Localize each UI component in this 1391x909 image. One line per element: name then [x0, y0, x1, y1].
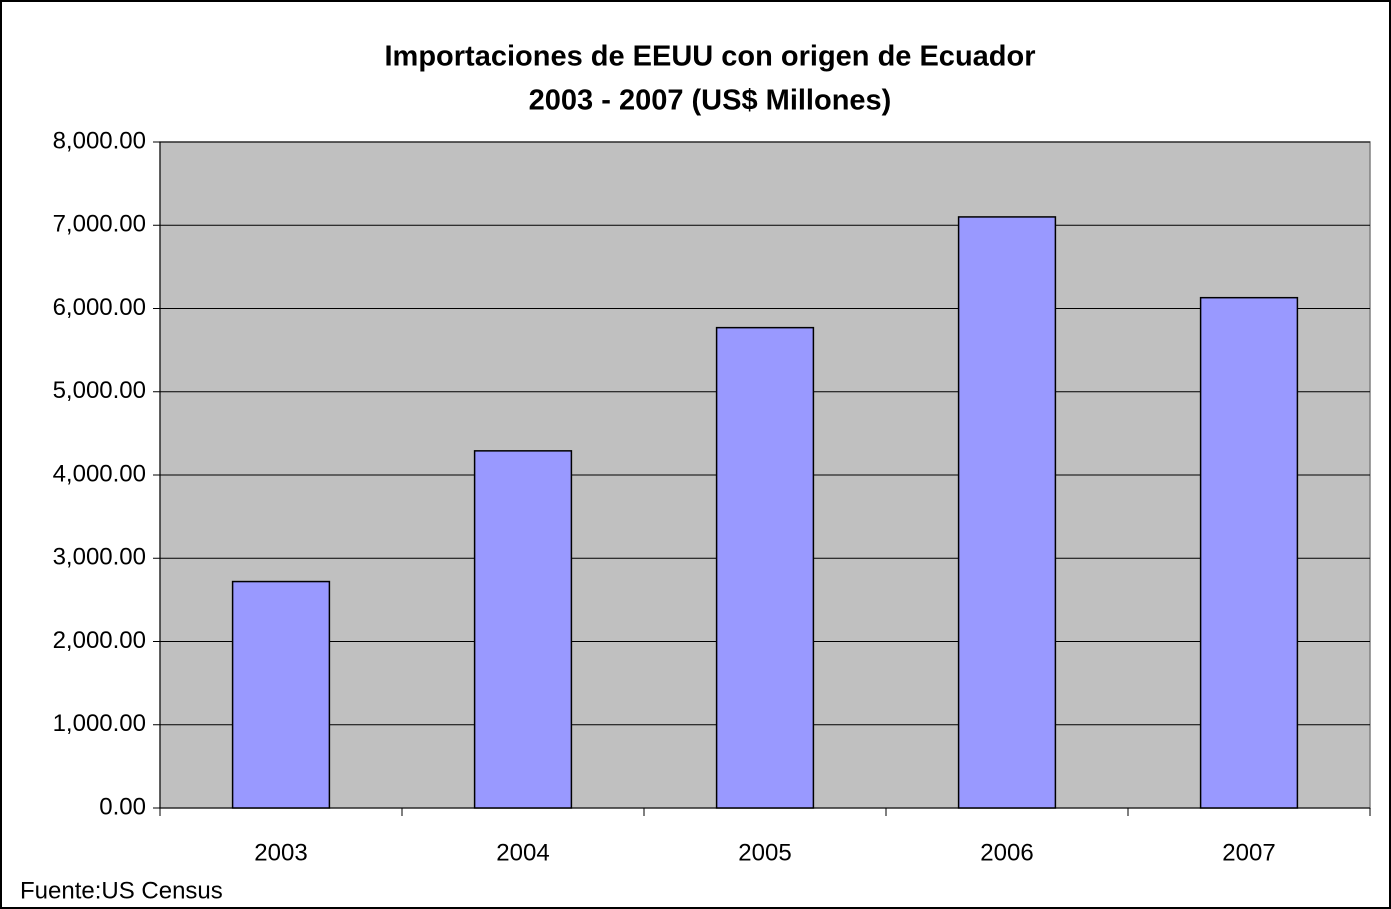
bar — [957, 216, 1057, 809]
y-tick-label: 1,000.00 — [53, 710, 146, 737]
chart-subtitle: 2003 - 2007 (US$ Millones) — [529, 85, 892, 117]
y-tick-label: 0.00 — [99, 793, 146, 820]
bar — [473, 450, 573, 809]
x-tick-label: 2007 — [1222, 839, 1275, 866]
y-tick-label: 7,000.00 — [53, 211, 146, 238]
bar — [231, 580, 331, 809]
x-tick-label: 2006 — [980, 839, 1033, 866]
y-tick-label: 3,000.00 — [53, 544, 146, 571]
bar — [715, 326, 815, 809]
y-tick-label: 8,000.00 — [53, 127, 146, 154]
bar — [1199, 296, 1299, 809]
x-tick-label: 2005 — [738, 839, 791, 866]
y-tick-label: 6,000.00 — [53, 294, 146, 321]
x-tick-label: 2004 — [496, 839, 549, 866]
chart-title: Importaciones de EEUU con origen de Ecua… — [384, 41, 1035, 73]
y-tick-label: 2,000.00 — [53, 627, 146, 654]
y-tick-label: 5,000.00 — [53, 377, 146, 404]
x-tick-label: 2003 — [254, 839, 307, 866]
source-note: Fuente:US Census — [20, 877, 223, 904]
y-tick-label: 4,000.00 — [53, 460, 146, 487]
